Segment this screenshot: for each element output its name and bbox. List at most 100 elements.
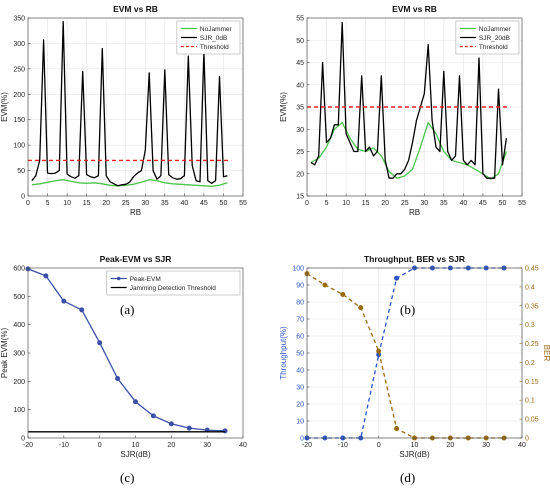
- legend-label: Peak-EVM: [130, 276, 161, 283]
- chart-title: Throughput, BER vs SJR: [364, 254, 465, 264]
- data-point: [133, 399, 138, 405]
- data-point: [79, 307, 85, 313]
- x-tick-label: 0: [98, 442, 102, 449]
- y-tick-label: 500: [13, 294, 25, 301]
- y-tick-label: 40: [296, 368, 304, 375]
- data-point: [186, 425, 192, 431]
- y2-tick-label: 0.2: [525, 360, 535, 367]
- x-tick-label: 5: [46, 200, 50, 207]
- y-axis-label: Peak EVM(%): [0, 328, 9, 379]
- x-tick-label: 10: [342, 200, 350, 207]
- y-tick-label: 100: [292, 266, 304, 273]
- legend-label: Jamming Detection Threshold: [130, 285, 217, 292]
- chart-3: -20 -10 0 10 20 30 400100200300400500600Peak-E…: [0, 254, 247, 459]
- legend: Peak-EVM Jamming Detection Threshold: [106, 270, 241, 296]
- y2-tick-label: 0.25: [525, 341, 539, 348]
- y-tick-label: 600: [13, 266, 25, 273]
- caption-c: (c): [120, 470, 135, 485]
- x-tick-label: 35: [440, 200, 448, 207]
- x-tick-label: 40: [239, 442, 247, 449]
- y-tick-label: 100: [13, 143, 25, 150]
- y-tick-label: 25: [296, 149, 304, 156]
- y-tick-label: 20: [296, 402, 304, 409]
- x-tick-label: 30: [141, 200, 149, 207]
- legend-label: NoJammer: [479, 26, 512, 33]
- x-tick-label: 50: [499, 200, 507, 207]
- x-tick-label: 10: [132, 442, 140, 449]
- series-line-sjr-20db: [310, 21, 508, 179]
- x-tick-label: -20: [302, 442, 312, 449]
- y-tick-label: 30: [296, 385, 304, 392]
- y2-tick-label: 0.35: [525, 303, 539, 310]
- data-point: [115, 376, 121, 381]
- y-tick-label: 80: [296, 300, 304, 307]
- y-tick-label: 300: [13, 351, 25, 358]
- x-tick-label: 55: [518, 200, 526, 207]
- y-tick-label: 20: [296, 171, 304, 178]
- y-tick-label: 150: [13, 117, 25, 124]
- series-line-nojammer: [310, 121, 508, 180]
- data-point: [97, 340, 103, 346]
- y2-tick-label: 0.15: [525, 379, 539, 386]
- y-tick-label: 250: [13, 66, 25, 73]
- legend: NoJammer SJR_0dB Threshold: [176, 20, 241, 55]
- legend-label: SJR_20dB: [479, 35, 510, 42]
- chart-1: 0 5 10 15 20 25 30 35 40 45 50 55 0 50 100 150 200 250 300…: [0, 4, 247, 217]
- y-tick-label: 0: [21, 194, 25, 201]
- x-tick-label: 30: [482, 442, 490, 449]
- x-axis-label: SJR(dB): [120, 450, 151, 459]
- x-tick-label: 0: [26, 200, 30, 207]
- x-tick-label: 20: [446, 442, 454, 449]
- y-tick-label: 45: [296, 60, 304, 67]
- data-point: [340, 291, 346, 297]
- x-tick-label: 25: [401, 200, 409, 207]
- legend-label: Threshold: [479, 44, 508, 51]
- y2-axis-label: BER: [542, 345, 550, 362]
- x-axis-label: RB: [409, 208, 420, 217]
- y-tick-label: 0: [300, 436, 304, 443]
- y-tick-label: 0: [21, 436, 25, 443]
- x-axis-label: RB: [130, 208, 141, 217]
- chart-title: EVM vs RB: [113, 4, 158, 14]
- plot-frame: [27, 267, 244, 439]
- x-tick-label: 20: [102, 200, 110, 207]
- series-line-nojammer: [31, 179, 228, 187]
- y-tick-label: 90: [296, 283, 304, 290]
- y-tick-label: 60: [296, 334, 304, 341]
- y-tick-label: 400: [13, 322, 25, 329]
- series-line-peak-evm: [27, 268, 226, 432]
- y-tick-label: 200: [13, 379, 25, 386]
- y-tick-label: 50: [296, 38, 304, 45]
- x-tick-label: 45: [479, 200, 487, 207]
- x-tick-label: 15: [362, 200, 370, 207]
- plot-frame: [306, 17, 523, 197]
- legend: NoJammer SJR_20dB Threshold: [455, 20, 520, 55]
- legend-box: [106, 270, 241, 296]
- legend-label: SJR_0dB: [200, 35, 227, 42]
- legend-marker: [116, 276, 121, 281]
- y-tick-label: 100: [13, 407, 25, 414]
- y-tick-label: 200: [13, 92, 25, 99]
- x-tick-label: 25: [122, 200, 130, 207]
- x-tick-label: 30: [203, 442, 211, 449]
- x-tick-label: 50: [220, 200, 228, 207]
- y-tick-label: 15: [296, 194, 304, 201]
- plot-frame: [27, 17, 244, 197]
- x-tick-label: -10: [338, 442, 348, 449]
- x-tick-label: 55: [239, 200, 247, 207]
- x-tick-label: 10: [63, 200, 71, 207]
- chart-4: -20 -10 0 10 20 30 40010203040506070809010000.…: [279, 254, 550, 459]
- y-tick-label: 30: [296, 127, 304, 134]
- chart-2: 0 5 10 15 20 25 30 35 40 45 50 55 15 20 25 30 35 40 45 50 55…: [279, 4, 526, 217]
- y-axis-label: EVM(%): [279, 92, 288, 122]
- y-tick-label: 50: [296, 351, 304, 358]
- y-tick-label: 70: [296, 317, 304, 324]
- x-tick-label: 20: [381, 200, 389, 207]
- caption-b: (b): [400, 302, 416, 317]
- plot-frame: [306, 267, 523, 439]
- y-tick-label: 300: [13, 41, 25, 48]
- x-axis-label: SJR(dB): [399, 450, 430, 459]
- y2-tick-label: 0.45: [525, 266, 539, 273]
- y-tick-label: 35: [296, 105, 304, 112]
- x-tick-label: 0: [377, 442, 381, 449]
